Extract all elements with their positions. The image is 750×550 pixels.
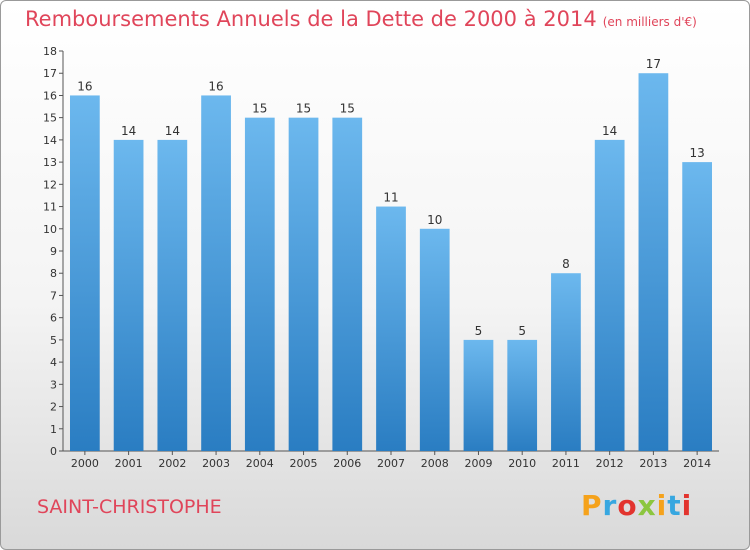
bar-value-label: 16 [77, 79, 92, 93]
bar-value-label: 14 [121, 124, 136, 138]
bar-value-label: 15 [252, 102, 267, 116]
x-tick-label: 2012 [596, 457, 624, 470]
bar-value-label: 10 [427, 213, 442, 227]
bar [69, 95, 100, 451]
y-tick-label: 0 [50, 445, 57, 458]
x-tick-label: 2000 [71, 457, 99, 470]
bar [376, 206, 406, 451]
logo-letter: P [581, 489, 603, 522]
x-tick-label: 2010 [508, 457, 536, 470]
y-tick-label: 9 [50, 245, 57, 258]
bar [551, 273, 581, 451]
bar-value-label: 15 [296, 102, 311, 116]
bar [682, 162, 713, 451]
bar [244, 117, 275, 452]
x-tick-label: 2004 [246, 457, 274, 470]
bar [507, 339, 538, 451]
y-tick-label: 7 [50, 289, 57, 302]
bar [463, 339, 494, 451]
y-tick-label: 4 [50, 356, 57, 369]
y-tick-label: 6 [50, 312, 57, 325]
title-unit: (en milliers d'€) [602, 15, 697, 29]
bar-value-label: 16 [208, 79, 223, 93]
logo-letter: i [656, 489, 668, 522]
logo-letter: i [681, 489, 693, 522]
bar [419, 228, 450, 451]
chart-title: Remboursements Annuels de la Dette de 20… [25, 7, 697, 31]
bar [594, 139, 625, 451]
x-tick-label: 2005 [290, 457, 318, 470]
bar [288, 117, 319, 452]
logo-letter: o [617, 489, 638, 522]
y-tick-label: 10 [43, 223, 57, 236]
y-tick-label: 1 [50, 423, 57, 436]
x-tick-label: 2013 [639, 457, 667, 470]
y-tick-label: 12 [43, 178, 57, 191]
x-tick-label: 2002 [158, 457, 186, 470]
bar-value-label: 14 [165, 124, 180, 138]
bar [332, 117, 363, 452]
bar [157, 139, 188, 451]
y-tick-label: 5 [50, 334, 57, 347]
bar-value-label: 15 [340, 102, 355, 116]
x-tick-label: 2007 [377, 457, 405, 470]
bar-value-label: 11 [383, 191, 398, 205]
x-tick-label: 2014 [683, 457, 711, 470]
logo-letter: t [667, 489, 682, 522]
y-tick-label: 8 [50, 267, 57, 280]
title-text: Remboursements Annuels de la Dette de 20… [25, 7, 597, 31]
bar [638, 73, 669, 451]
logo-letter: r [602, 489, 618, 522]
x-tick-label: 2011 [552, 457, 580, 470]
x-tick-label: 2009 [464, 457, 492, 470]
y-tick-label: 18 [43, 45, 57, 58]
x-tick-label: 2001 [115, 457, 143, 470]
y-tick-label: 15 [43, 112, 57, 125]
commune-name: SAINT-CHRISTOPHE [37, 496, 222, 518]
bar-value-label: 17 [646, 57, 661, 71]
y-tick-label: 3 [50, 378, 57, 391]
logo-letter: x [637, 489, 657, 522]
bar-value-label: 5 [518, 324, 526, 338]
proxiti-logo: Proxiti [581, 489, 692, 522]
y-tick-label: 13 [43, 156, 57, 169]
bar-value-label: 5 [475, 324, 483, 338]
bar-value-label: 13 [689, 146, 704, 160]
x-tick-label: 2006 [333, 457, 361, 470]
y-tick-label: 17 [43, 67, 57, 80]
y-tick-label: 11 [43, 201, 57, 214]
y-tick-label: 14 [43, 134, 57, 147]
y-tick-label: 16 [43, 89, 57, 102]
x-tick-label: 2003 [202, 457, 230, 470]
x-tick-label: 2008 [421, 457, 449, 470]
y-tick-label: 2 [50, 401, 57, 414]
bar [113, 139, 144, 451]
bar [201, 95, 231, 451]
bar-value-label: 8 [562, 257, 570, 271]
bar-value-label: 14 [602, 124, 617, 138]
